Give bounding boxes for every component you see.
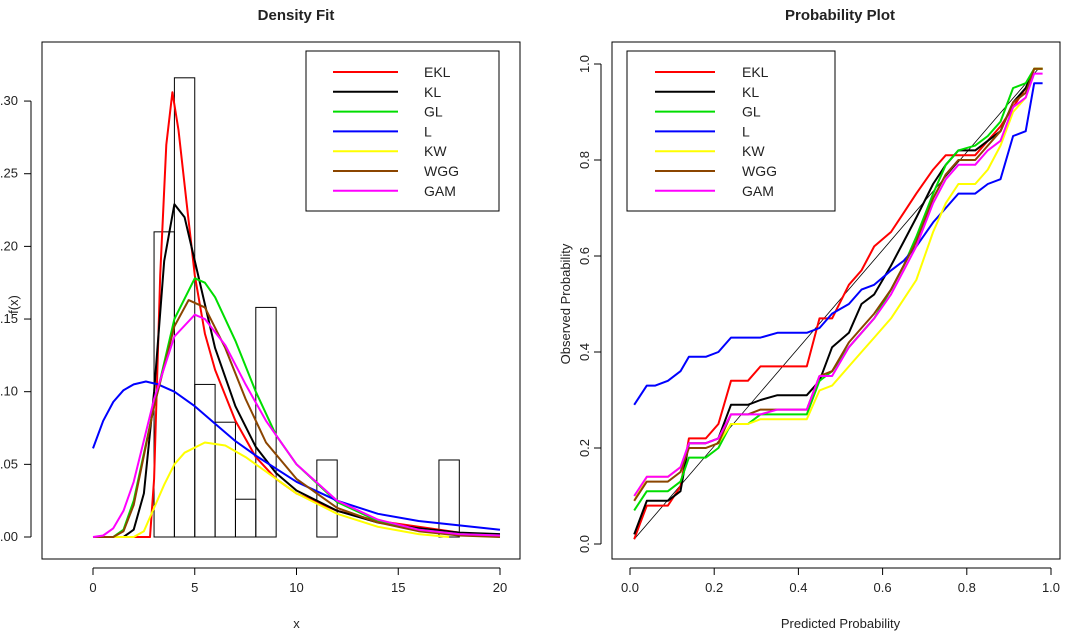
legend-label: KW — [742, 143, 765, 159]
legend-label: EKL — [742, 64, 769, 80]
series-line-gam — [92, 313, 501, 538]
x-tick-label: 0.4 — [789, 580, 807, 595]
x-tick-label: 0.2 — [705, 580, 723, 595]
legend-label: WGG — [424, 163, 459, 179]
plot-frame — [41, 41, 521, 560]
histogram-bar — [316, 459, 338, 538]
legend-label: WGG — [742, 163, 777, 179]
legend-label: GL — [742, 104, 761, 120]
chart-title: Probability Plot — [785, 7, 895, 24]
y-tick-label: 0.0 — [577, 535, 592, 553]
series-line-gl — [633, 67, 1043, 511]
x-tick-label: 20 — [493, 580, 507, 595]
y-tick-label: 0.8 — [577, 151, 592, 169]
histogram-bar — [234, 498, 257, 538]
probability-plot-panel: Probability Plot Predicted Probability Obs… — [558, 7, 1061, 631]
y-tick-label: 0.25 — [0, 166, 18, 181]
y-tick-label: 0.15 — [0, 311, 18, 326]
x-axis-label: Predicted Probability — [781, 616, 901, 631]
legend-label: EKL — [424, 64, 451, 80]
histogram-bar — [214, 421, 236, 538]
y-tick-label: 1.0 — [577, 55, 592, 73]
x-tick-label: 0.6 — [874, 580, 892, 595]
y-tick-label: 0.30 — [0, 93, 18, 108]
y-tick-label: 0.2 — [577, 439, 592, 457]
legend: EKL KL GL L KW WGG GAM — [305, 50, 500, 212]
histogram-bar — [194, 383, 216, 538]
legend: EKL KL GL L KW WGG GAM — [626, 50, 836, 212]
x-tick-label: 0.8 — [958, 580, 976, 595]
legend-label: L — [424, 123, 432, 139]
series-line-wgg — [633, 67, 1043, 502]
y-axis-label: f(x) — [6, 295, 21, 314]
legend-label: GAM — [424, 183, 456, 199]
y-axis-label: Observed Probability — [558, 243, 573, 364]
histogram-bar — [173, 77, 196, 538]
y-tick-label: 0.00 — [0, 529, 18, 544]
series-line-kw — [93, 441, 450, 538]
y-tick-label: 0.4 — [577, 343, 592, 361]
x-axis-label: x — [293, 616, 300, 631]
series-line-wgg — [93, 299, 501, 538]
series-line-gl — [93, 277, 501, 538]
plot-frame — [611, 41, 1061, 560]
legend-label: GL — [424, 104, 443, 120]
x-tick-label: 0 — [89, 580, 96, 595]
chart-title: Density Fit — [258, 7, 335, 24]
y-tick-label: 0.20 — [0, 238, 18, 253]
legend-label: KL — [742, 84, 759, 100]
x-tick-label: 10 — [289, 580, 303, 595]
y-tick-label: 0.10 — [0, 384, 18, 399]
legend-label: KL — [424, 84, 441, 100]
legend-label: KW — [424, 143, 447, 159]
y-tick-label: 0.6 — [577, 247, 592, 265]
legend-label: L — [742, 123, 750, 139]
x-tick-label: 15 — [391, 580, 405, 595]
x-tick-label: 0.0 — [621, 580, 639, 595]
density-fit-panel: Density Fit x f(x) 0 5 10 15 20 0.00 0.05 0.10 0.15… — [0, 7, 521, 631]
histogram-bar — [438, 459, 460, 538]
x-tick-label: 1.0 — [1042, 580, 1060, 595]
series-line-gam — [633, 72, 1043, 497]
legend-label: GAM — [742, 183, 774, 199]
x-tick-label: 5 — [191, 580, 198, 595]
y-tick-label: 0.05 — [0, 456, 18, 471]
series-line-l — [633, 82, 1043, 406]
series-line-l — [92, 380, 501, 531]
